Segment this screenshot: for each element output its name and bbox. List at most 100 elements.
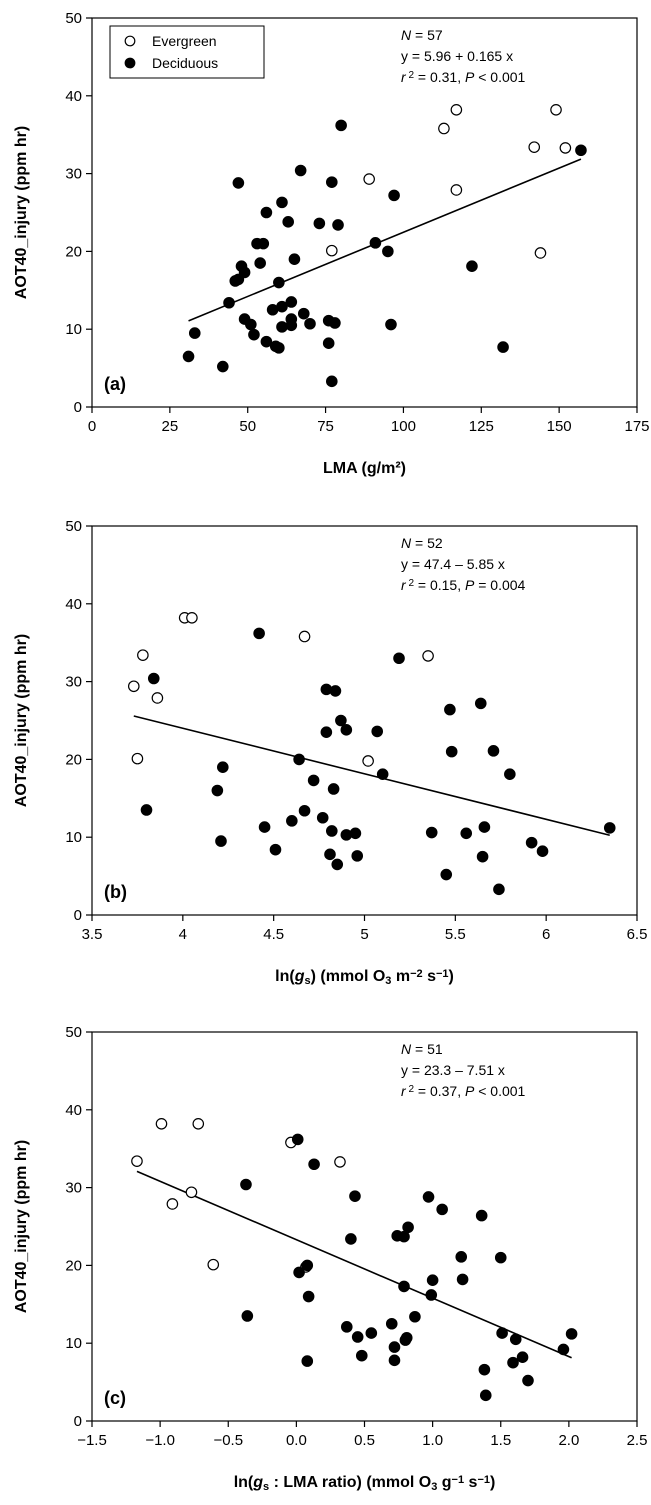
plot-area-frame: [91, 525, 638, 916]
x-tick-label: 4: [179, 926, 187, 943]
deciduous-point: [327, 783, 340, 795]
evergreen-point: [131, 1155, 143, 1167]
deciduous-point: [335, 119, 347, 132]
y-tick-label: 20: [65, 243, 82, 260]
axis-ticks: 3.5 4 4.5 5 5.5 6 6.5 0 10 20 30 40 50: [65, 518, 647, 943]
evergreen-point: [127, 680, 140, 693]
deciduous-point: [335, 714, 347, 727]
evergreen-point: [334, 1156, 346, 1168]
deciduous-point: [365, 1327, 378, 1339]
deciduous-point: [269, 843, 282, 856]
y-tick-label: 50: [65, 518, 82, 535]
y-tick-label: 40: [65, 88, 82, 105]
evergreen-point: [559, 142, 572, 154]
x-axis-title: LMA (g/m²): [323, 460, 406, 477]
deciduous-point: [445, 745, 458, 758]
evergreen-point: [192, 1118, 205, 1130]
y-tick-label: 30: [65, 674, 82, 691]
deciduous-point: [285, 296, 298, 308]
deciduous-point: [217, 360, 229, 373]
deciduous-point: [425, 826, 438, 839]
deciduous-point: [455, 1251, 468, 1263]
evergreen-point: [528, 141, 541, 153]
annotation-equation: y = 23.3 – 7.51 x: [401, 1062, 505, 1078]
deciduous-point: [215, 835, 227, 847]
deciduous-point: [466, 260, 478, 272]
deciduous-point: [147, 672, 160, 685]
deciduous-point: [340, 1321, 353, 1333]
deciduous-point: [436, 1203, 448, 1216]
data-points: [131, 1118, 578, 1402]
evergreen-point: [186, 612, 198, 624]
panel-label: (b): [104, 882, 127, 902]
y-tick-label: 10: [65, 1335, 82, 1352]
deciduous-point: [536, 845, 549, 858]
deciduous-point: [400, 1331, 413, 1344]
deciduous-point: [232, 177, 245, 189]
y-tick-label: 0: [74, 1413, 82, 1430]
deciduous-point: [253, 627, 265, 640]
deciduous-point: [223, 296, 235, 309]
x-tick-label: 5: [360, 926, 368, 943]
x-tick-label: 5.5: [445, 926, 466, 943]
deciduous-point: [504, 768, 516, 780]
annotation-stats: r 2 = 0.15, P = 0.004: [401, 577, 526, 593]
x-tick-label: 2.0: [558, 1432, 579, 1449]
deciduous-point: [388, 1341, 401, 1353]
legend-label-deciduous: Deciduous: [152, 55, 218, 71]
deciduous-point: [241, 1310, 254, 1322]
x-tick-label: −1.0: [145, 1432, 175, 1449]
plot-area-frame: [91, 17, 638, 408]
deciduous-point: [276, 321, 288, 333]
deciduous-point: [188, 327, 201, 339]
x-tick-label: 1.5: [490, 1432, 511, 1449]
regression-line: [188, 158, 582, 322]
deciduous-point: [456, 1273, 469, 1286]
x-tick-label: 4.5: [263, 926, 284, 943]
deciduous-point: [286, 815, 298, 827]
deciduous-point: [478, 821, 491, 833]
deciduous-point: [276, 196, 288, 209]
deciduous-point: [260, 206, 273, 219]
x-tick-label: 6.5: [627, 926, 648, 943]
deciduous-point: [557, 1343, 570, 1356]
x-tick-label: −0.5: [213, 1432, 243, 1449]
deciduous-point: [376, 768, 389, 780]
deciduous-point: [398, 1230, 410, 1243]
deciduous-point: [257, 237, 270, 250]
deciduous-point: [355, 1349, 368, 1362]
deciduous-point: [238, 266, 251, 279]
regression-annotation: N = 51 y = 23.3 – 7.51 x r 2 = 0.37, P <…: [401, 1041, 526, 1099]
x-tick-label: 150: [547, 418, 572, 435]
evergreen-point: [438, 122, 450, 135]
deciduous-point: [409, 1310, 421, 1323]
deciduous-point: [460, 827, 473, 840]
deciduous-point: [522, 1374, 534, 1387]
deciduous-point: [308, 1158, 320, 1171]
deciduous-point: [385, 318, 397, 331]
deciduous-point: [565, 1328, 578, 1340]
legend: Evergreen Deciduous: [109, 25, 265, 79]
y-tick-label: 30: [65, 166, 82, 183]
data-points: [182, 104, 587, 388]
evergreen-point: [155, 1118, 168, 1130]
deciduous-point: [575, 144, 587, 157]
deciduous-point: [382, 245, 394, 258]
deciduous-point: [393, 652, 405, 665]
regression-line: [136, 1170, 572, 1359]
deciduous-point: [298, 804, 311, 817]
deciduous-point: [331, 858, 344, 871]
deciduous-point: [329, 685, 342, 697]
deciduous-point: [494, 1251, 507, 1264]
evergreen-point: [362, 755, 374, 767]
deciduous-point: [329, 317, 341, 329]
deciduous-point: [474, 697, 487, 710]
deciduous-point: [475, 1209, 488, 1222]
deciduous-point: [320, 726, 333, 738]
deciduous-point: [388, 1354, 401, 1367]
deciduous-point: [293, 1266, 305, 1279]
y-tick-label: 50: [65, 1024, 82, 1041]
deciduous-point: [351, 850, 364, 862]
deciduous-point: [297, 307, 310, 320]
data-points: [127, 612, 616, 896]
